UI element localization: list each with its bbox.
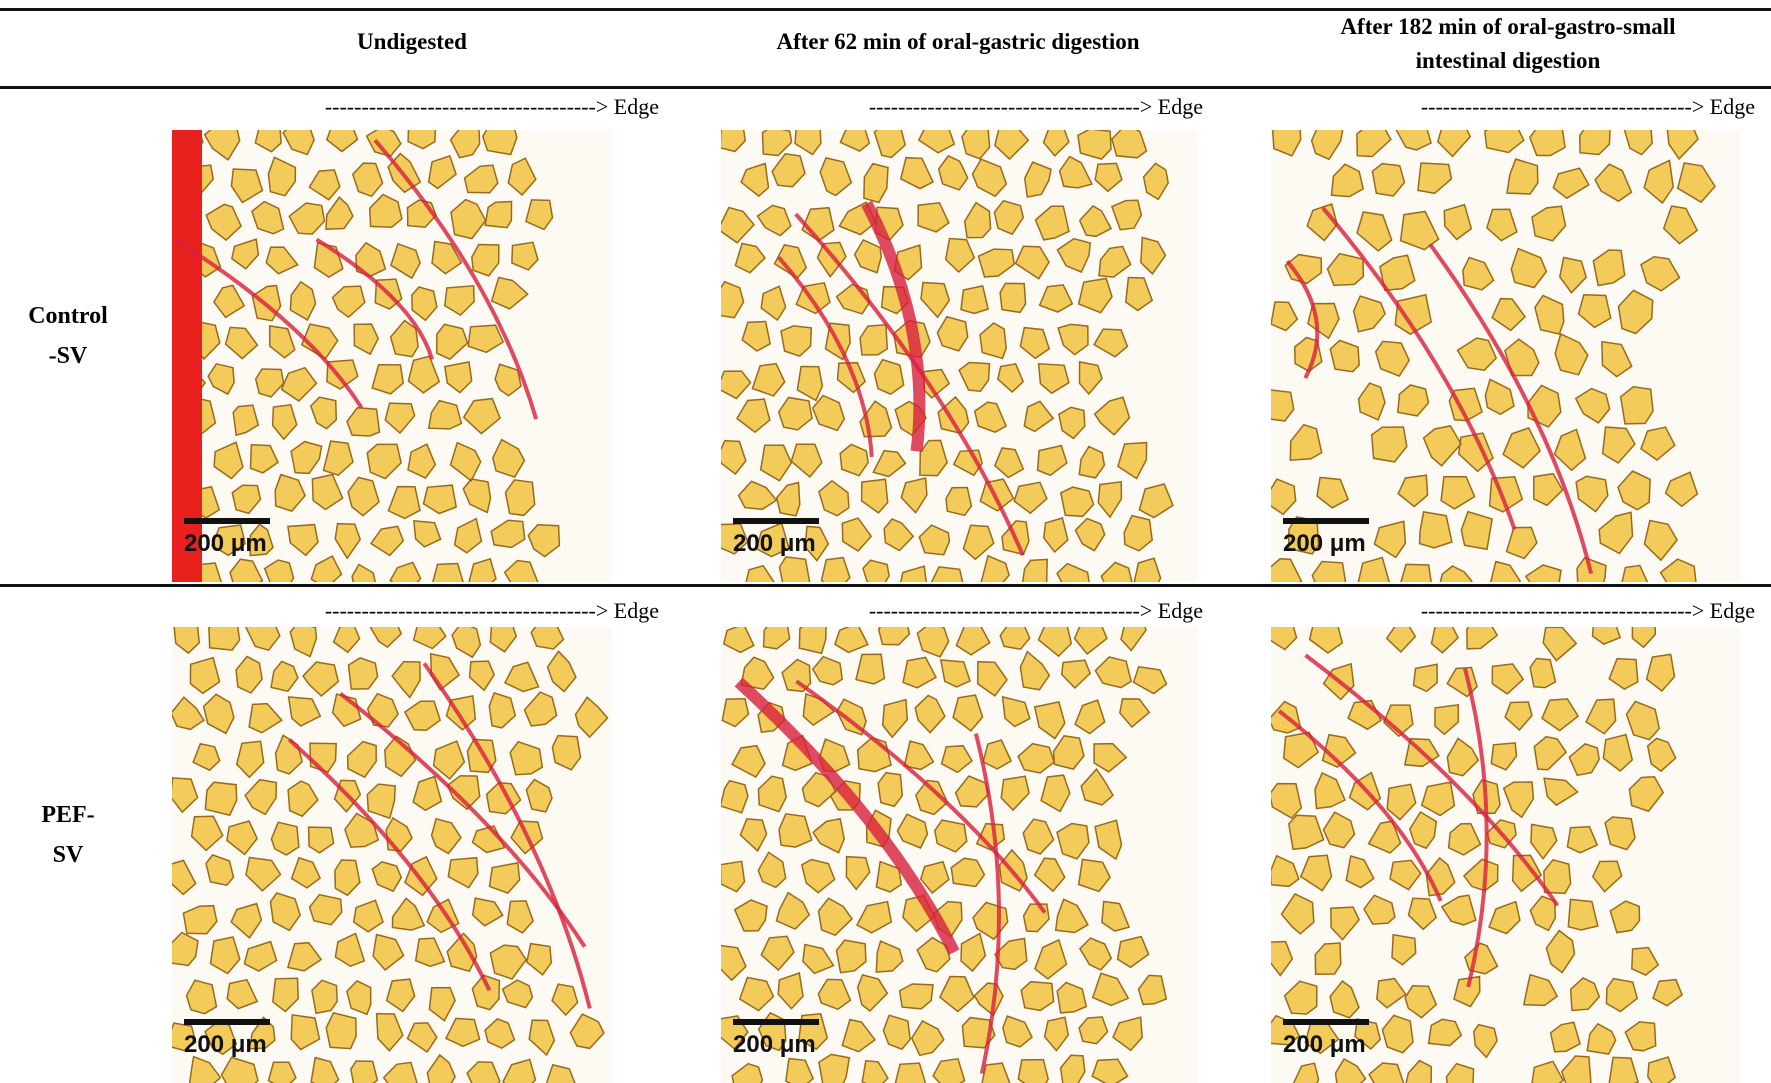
micrograph (172, 627, 612, 1083)
scale-label: 200 μm (1283, 530, 1366, 558)
row-label: Control (8, 296, 128, 336)
scale-bar (184, 1019, 270, 1025)
scale-bar (184, 518, 270, 524)
row-label: PEF- (8, 795, 128, 835)
scale-label: 200 μm (1283, 1031, 1366, 1059)
edge-label: -------------------------------------> E… (189, 598, 659, 624)
collagen-band (172, 130, 202, 582)
edge-label: -------------------------------------> E… (1285, 598, 1755, 624)
edge-label: -------------------------------------> E… (733, 598, 1203, 624)
column-header: intestinal digestion (1228, 46, 1771, 76)
edge-label: -------------------------------------> E… (1285, 94, 1755, 120)
scale-bar (1283, 1019, 1369, 1025)
tissue-background (721, 627, 1198, 1083)
tissue-background (172, 130, 612, 582)
scale-label: 200 μm (184, 530, 267, 558)
row-divider (0, 584, 1771, 587)
edge-label: -------------------------------------> E… (189, 94, 659, 120)
header-rule (0, 86, 1771, 89)
column-header: Undigested (132, 27, 692, 57)
micrograph (1271, 130, 1740, 582)
column-header: After 182 min of oral-gastro-small (1228, 12, 1771, 42)
edge-label: -------------------------------------> E… (733, 94, 1203, 120)
row-label: SV (8, 835, 128, 875)
micrograph (721, 130, 1198, 582)
row-label: -SV (8, 336, 128, 376)
figure: {"header": {"columns": [ {"lines": ["Und… (0, 0, 1771, 1083)
scale-bar (733, 1019, 819, 1025)
micrograph (1271, 627, 1740, 1083)
scale-label: 200 μm (733, 1031, 816, 1059)
scale-bar (1283, 518, 1369, 524)
scale-label: 200 μm (733, 530, 816, 558)
micrograph (721, 627, 1198, 1083)
scale-label: 200 μm (184, 1031, 267, 1059)
top-rule (0, 8, 1771, 11)
scale-bar (733, 518, 819, 524)
micrograph (172, 130, 612, 582)
column-header: After 62 min of oral-gastric digestion (678, 27, 1238, 57)
